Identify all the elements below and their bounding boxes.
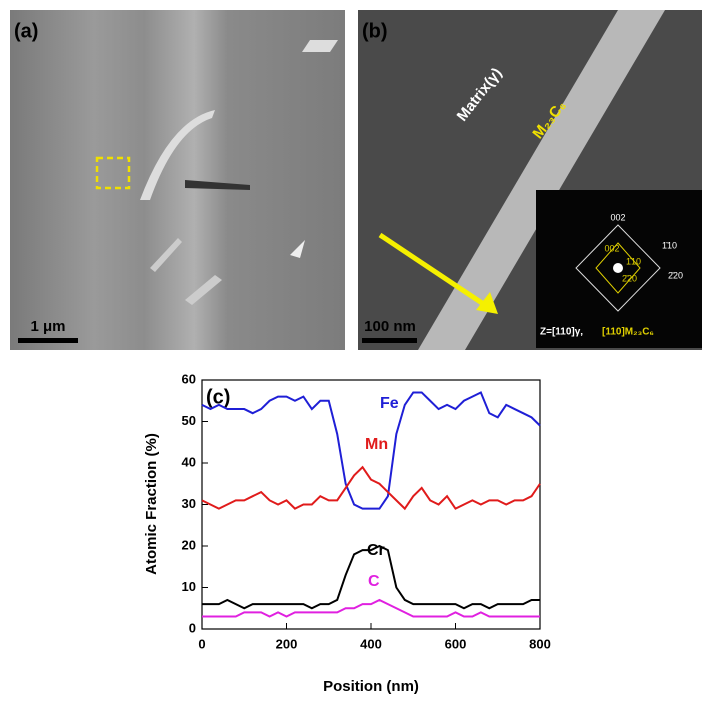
y-axis-label: Atomic Fraction (%): [143, 433, 160, 575]
spot: [613, 263, 623, 273]
x-axis-label: Position (nm): [323, 678, 419, 695]
series-label: C: [368, 573, 380, 590]
pattern-outline: [575, 224, 661, 312]
y-tick-label: 60: [182, 371, 196, 386]
y-tick-label: 40: [182, 454, 196, 469]
series-line: [201, 465, 541, 511]
x-tick-label: 400: [360, 636, 382, 651]
x-tick-label: 200: [276, 636, 298, 651]
series-label: Mn: [365, 436, 388, 453]
spot-label: 1̄10: [662, 240, 677, 250]
precipitate: [290, 240, 305, 258]
spot-label: 2̄20: [668, 270, 683, 280]
precipitate: [185, 275, 222, 305]
precipitate: [302, 40, 338, 52]
y-tick-label: 10: [182, 579, 196, 594]
arrow: [378, 232, 490, 310]
spot-label: 1̄10: [626, 256, 641, 266]
y-tick-label: 0: [189, 620, 196, 635]
pattern-outline: [595, 242, 641, 294]
y-tick-label: 50: [182, 413, 196, 428]
y-tick-label: 30: [182, 496, 196, 511]
precipitate: [150, 238, 182, 272]
series-line: [201, 391, 541, 510]
x-tick-label: 800: [529, 636, 551, 651]
spot-label: 2̄20: [622, 273, 637, 283]
zone-axis: Z=[110]γ,: [540, 327, 583, 338]
series-line: [202, 544, 540, 610]
selection-box: [95, 156, 131, 190]
panel-label: (c): [206, 386, 230, 408]
scale-label: 100 nm: [364, 318, 416, 335]
plot-frame: [201, 379, 541, 630]
series-label: Fe: [380, 395, 399, 412]
zone-axis: [110]M₂₃C₆: [602, 327, 654, 338]
panel-label: (a): [14, 20, 38, 42]
series-label: Cr: [367, 542, 385, 559]
x-tick-label: 0: [198, 636, 205, 651]
panel-label: (b): [362, 20, 388, 42]
micrograph-a: [10, 10, 345, 350]
series-line: [202, 598, 540, 618]
y-tick-label: 20: [182, 537, 196, 552]
scale-label: 1 μm: [30, 318, 65, 335]
precipitate: [185, 180, 250, 190]
precipitate: [140, 110, 215, 200]
arrow-head: [476, 292, 498, 314]
scale-bar: [18, 338, 78, 343]
precipitate-band: [418, 10, 665, 350]
x-tick-label: 600: [445, 636, 467, 651]
spot-label: 002: [610, 212, 625, 222]
spot-label: 002: [604, 243, 619, 253]
scale-bar: [362, 338, 417, 343]
